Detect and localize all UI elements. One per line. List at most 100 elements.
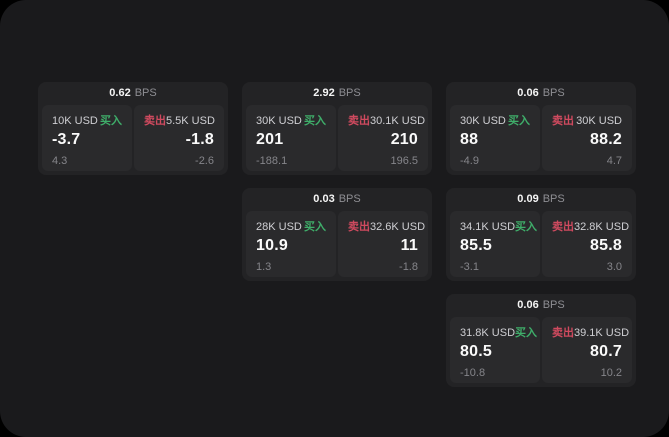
sell-quote-panel[interactable]: 卖出 39.1K USD 80.7 10.2: [542, 317, 632, 383]
bps-header: 2.92 BPS: [246, 82, 428, 105]
buy-delta: -3.1: [460, 261, 479, 273]
buy-delta: 4.3: [52, 155, 68, 167]
sell-label: 卖出: [552, 115, 574, 127]
buy-delta: -10.8: [460, 367, 486, 379]
sell-amount: 39.1K USD: [574, 327, 630, 339]
buy-quote-panel[interactable]: 34.1K USD 买入 85.5 -3.1: [450, 211, 540, 277]
sell-price: 88.2: [590, 131, 622, 148]
buy-price: 88: [460, 131, 479, 148]
buy-delta: -188.1: [256, 155, 288, 167]
quote-panels: 34.1K USD 买入 85.5 -3.1 卖出 32.8K USD 85.8…: [450, 211, 632, 277]
buy-price: -3.7: [52, 131, 81, 148]
buy-amount: 30K USD: [460, 115, 506, 127]
sell-amount: 32.6K USD: [370, 221, 426, 233]
sell-quote-panel[interactable]: 卖出 32.6K USD 11 -1.8: [338, 211, 428, 277]
buy-label: 买入: [515, 221, 538, 233]
bps-value: 0.06: [517, 299, 539, 311]
sell-panel-top: 卖出 39.1K USD: [552, 324, 629, 340]
bps-value: 0.62: [109, 87, 131, 99]
bps-value: 0.06: [517, 87, 539, 99]
sell-panel-top: 卖出 30.1K USD: [348, 112, 425, 128]
quote-panels: 10K USD 买入 -3.7 4.3 卖出 5.5K USD -1.8 -2.…: [42, 105, 224, 171]
buy-delta: -4.9: [460, 155, 479, 167]
quote-card: 0.62 BPS 10K USD 买入 -3.7 4.3 卖出 5.5K USD…: [38, 82, 228, 175]
sell-delta: 10.2: [600, 367, 622, 379]
buy-label: 买入: [304, 115, 326, 127]
bps-unit: BPS: [542, 87, 565, 99]
bps-value: 2.92: [313, 87, 335, 99]
quote-panels: 28K USD 买入 10.9 1.3 卖出 32.6K USD 11 -1.8: [246, 211, 428, 277]
bps-value: 0.09: [517, 193, 539, 205]
sell-label: 卖出: [552, 327, 574, 339]
quote-card: 0.06 BPS 31.8K USD 买入 80.5 -10.8 卖出 39.1…: [446, 294, 636, 387]
sell-label: 卖出: [552, 221, 574, 233]
buy-label: 买入: [100, 115, 122, 127]
buy-panel-top: 30K USD 买入: [256, 112, 326, 128]
buy-label: 买入: [508, 115, 530, 127]
buy-quote-panel[interactable]: 10K USD 买入 -3.7 4.3: [42, 105, 132, 171]
sell-quote-panel[interactable]: 卖出 30.1K USD 210 196.5: [338, 105, 428, 171]
bps-header: 0.09 BPS: [450, 188, 632, 211]
sell-price: 85.8: [590, 237, 622, 254]
sell-price: 210: [390, 131, 418, 148]
sell-amount: 30K USD: [576, 115, 622, 127]
bps-header: 0.62 BPS: [42, 82, 224, 105]
buy-panel-top: 31.8K USD 买入: [460, 324, 537, 340]
buy-amount: 31.8K USD: [460, 327, 516, 339]
sell-label: 卖出: [144, 115, 166, 127]
buy-amount: 34.1K USD: [460, 221, 516, 233]
sell-quote-panel[interactable]: 卖出 30K USD 88.2 4.7: [542, 105, 632, 171]
buy-delta: 1.3: [256, 261, 272, 273]
buy-quote-panel[interactable]: 30K USD 买入 88 -4.9: [450, 105, 540, 171]
buy-amount: 28K USD: [256, 221, 302, 233]
buy-amount: 30K USD: [256, 115, 302, 127]
buy-panel-top: 10K USD 买入: [52, 112, 122, 128]
sell-panel-top: 卖出 32.6K USD: [348, 218, 425, 234]
quote-cards-grid: 0.62 BPS 10K USD 买入 -3.7 4.3 卖出 5.5K USD…: [38, 82, 636, 387]
buy-panel-top: 28K USD 买入: [256, 218, 326, 234]
sell-price: 11: [400, 237, 418, 254]
sell-delta: 3.0: [606, 261, 622, 273]
quote-panels: 30K USD 买入 88 -4.9 卖出 30K USD 88.2 4.7: [450, 105, 632, 171]
sell-delta: -1.8: [399, 261, 418, 273]
bps-unit: BPS: [338, 87, 361, 99]
bps-unit: BPS: [542, 299, 565, 311]
sell-delta: -2.6: [195, 155, 214, 167]
buy-label: 买入: [304, 221, 326, 233]
buy-label: 买入: [515, 327, 538, 339]
quote-card: 0.03 BPS 28K USD 买入 10.9 1.3 卖出 32.6K US…: [242, 188, 432, 281]
quote-panels: 30K USD 买入 201 -188.1 卖出 30.1K USD 210 1…: [246, 105, 428, 171]
sell-label: 卖出: [348, 221, 370, 233]
bps-unit: BPS: [338, 193, 361, 205]
bps-unit: BPS: [542, 193, 565, 205]
sell-label: 卖出: [348, 115, 370, 127]
bps-header: 0.06 BPS: [450, 82, 632, 105]
sell-quote-panel[interactable]: 卖出 32.8K USD 85.8 3.0: [542, 211, 632, 277]
bps-header: 0.06 BPS: [450, 294, 632, 317]
buy-price: 201: [256, 131, 284, 148]
sell-delta: 4.7: [606, 155, 622, 167]
quote-panels: 31.8K USD 买入 80.5 -10.8 卖出 39.1K USD 80.…: [450, 317, 632, 383]
bps-header: 0.03 BPS: [246, 188, 428, 211]
quote-card: 2.92 BPS 30K USD 买入 201 -188.1 卖出 30.1K …: [242, 82, 432, 175]
sell-amount: 5.5K USD: [166, 115, 215, 127]
buy-price: 10.9: [256, 237, 288, 254]
buy-price: 80.5: [460, 343, 492, 360]
bps-value: 0.03: [313, 193, 335, 205]
buy-quote-panel[interactable]: 30K USD 买入 201 -188.1: [246, 105, 336, 171]
sell-price: -1.8: [185, 131, 214, 148]
sell-amount: 32.8K USD: [574, 221, 630, 233]
buy-panel-top: 30K USD 买入: [460, 112, 530, 128]
sell-quote-panel[interactable]: 卖出 5.5K USD -1.8 -2.6: [134, 105, 224, 171]
bps-unit: BPS: [134, 87, 157, 99]
sell-panel-top: 卖出 5.5K USD: [144, 112, 215, 128]
sell-panel-top: 卖出 30K USD: [552, 112, 622, 128]
buy-quote-panel[interactable]: 31.8K USD 买入 80.5 -10.8: [450, 317, 540, 383]
sell-amount: 30.1K USD: [370, 115, 426, 127]
buy-amount: 10K USD: [52, 115, 98, 127]
buy-quote-panel[interactable]: 28K USD 买入 10.9 1.3: [246, 211, 336, 277]
buy-panel-top: 34.1K USD 买入: [460, 218, 537, 234]
quote-card: 0.09 BPS 34.1K USD 买入 85.5 -3.1 卖出 32.8K…: [446, 188, 636, 281]
buy-price: 85.5: [460, 237, 492, 254]
